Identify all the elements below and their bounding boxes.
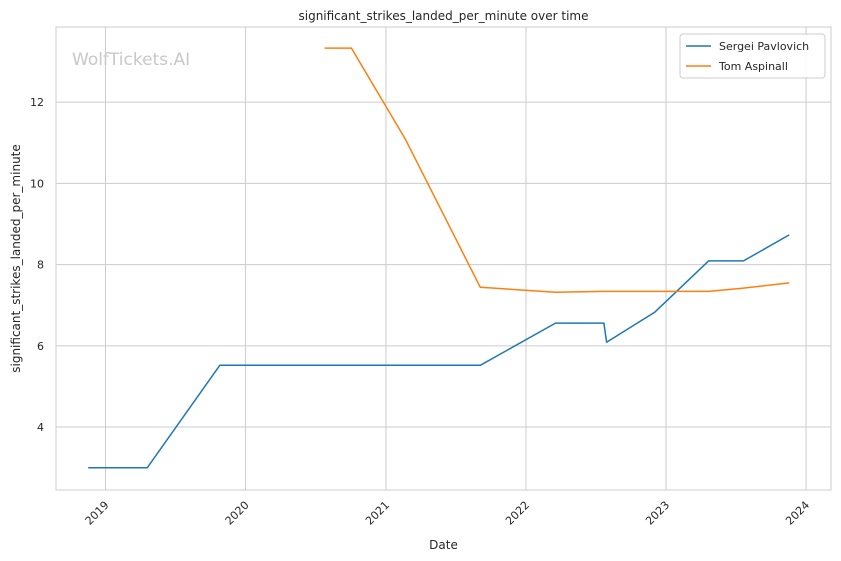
legend-label: Sergei Pavlovich: [719, 40, 809, 53]
series-line-sergei-pavlovich: [88, 234, 790, 469]
grid-lines: [56, 27, 831, 490]
plot-area: [55, 26, 832, 491]
watermark: WolfTickets.AI: [72, 50, 190, 70]
chart-title: significant_strikes_landed_per_minute ov…: [298, 9, 588, 23]
x-axis-label: Date: [429, 538, 458, 552]
y-axis-label: significant_strikes_landed_per_minute: [9, 144, 23, 373]
legend-box: [679, 33, 826, 79]
series-line-tom-aspinall: [324, 47, 790, 293]
y-tick-label: 6: [37, 340, 44, 353]
legend-label: Tom Aspinall: [718, 60, 788, 73]
y-tick-label: 12: [30, 96, 44, 109]
series-layer: [88, 47, 790, 469]
y-tick-label: 10: [30, 177, 44, 190]
y-tick-label: 8: [37, 259, 44, 272]
legend: Sergei Pavlovich Tom Aspinall: [679, 33, 826, 79]
y-tick-label: 4: [37, 421, 44, 434]
y-axis-ticks: 4 6 8 10 12: [30, 96, 44, 434]
